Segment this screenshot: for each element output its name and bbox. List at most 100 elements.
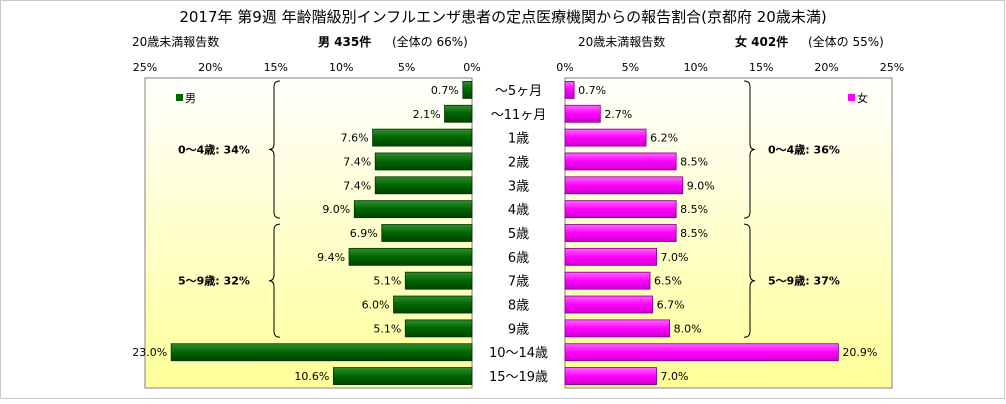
male-tick-label: 10% bbox=[329, 61, 353, 74]
female-value-label: 6.7% bbox=[657, 299, 685, 312]
female-bar bbox=[564, 271, 651, 290]
age-category-label: ～11ヶ月 bbox=[491, 108, 547, 123]
female-tick-label: 10% bbox=[684, 61, 708, 74]
female-x-ticks: 0% 5% 10% 15% 20% 25% bbox=[556, 61, 904, 74]
female-bar bbox=[564, 247, 657, 266]
male-tick-label: 25% bbox=[133, 61, 157, 74]
male-bar bbox=[374, 176, 473, 195]
age-category-label: 5歳 bbox=[508, 227, 529, 242]
female-group-bracket bbox=[743, 223, 756, 338]
male-x-ticks: 25% 20% 15% 10% 5% 0% bbox=[133, 61, 481, 74]
female-group-bracket bbox=[743, 80, 756, 219]
male-value-label: 7.6% bbox=[341, 132, 369, 145]
female-value-label: 6.2% bbox=[650, 132, 678, 145]
female-group-brackets: 0～4歳: 36% 5～9歳: 37% bbox=[743, 80, 840, 338]
male-value-label: 7.4% bbox=[343, 155, 371, 168]
male-bar bbox=[372, 128, 473, 147]
age-category-label: 4歳 bbox=[508, 203, 529, 218]
female-value-label: 9.0% bbox=[687, 179, 715, 192]
age-category-label: ～5ヶ月 bbox=[495, 84, 542, 99]
male-subtitle-share: (全体の 66%) bbox=[392, 34, 468, 49]
male-bar bbox=[381, 224, 473, 242]
female-bar bbox=[564, 176, 684, 195]
male-bar bbox=[404, 271, 473, 290]
age-category-label: 6歳 bbox=[508, 251, 529, 266]
male-tick-label: 0% bbox=[463, 61, 480, 74]
female-bar bbox=[564, 104, 601, 123]
male-tick-label: 15% bbox=[264, 61, 288, 74]
age-category-label: 1歳 bbox=[508, 132, 529, 147]
female-tick-label: 0% bbox=[556, 61, 573, 74]
male-bar bbox=[444, 104, 473, 123]
chart-title: 2017年 第9週 年齢階級別インフルエンザ患者の定点医療機関からの報告割合(京… bbox=[179, 8, 826, 26]
male-bars: 0.7% 2.1% 7.6% 7.4% 7.4% 9.0%6.9% 9.4% 5.1% 6.0%… bbox=[132, 81, 473, 385]
age-category-labels: ～5ヶ月 ～11ヶ月 1歳 2歳 3歳 4歳 5歳 6歳 7歳 8歳 9歳 10～14歳 15～19歳 bbox=[489, 84, 548, 385]
female-value-label: 6.5% bbox=[654, 275, 682, 288]
age-category-label: 15～19歳 bbox=[489, 370, 548, 385]
female-group-label: 0～4歳: 36% bbox=[768, 143, 840, 157]
male-value-label: 7.4% bbox=[343, 179, 371, 192]
male-group-brackets: 0～4歳: 34% 5～9歳: 32% bbox=[178, 80, 281, 338]
female-value-label: 8.5% bbox=[680, 227, 708, 240]
female-bar bbox=[564, 128, 647, 147]
male-value-label: 9.0% bbox=[322, 203, 350, 216]
female-subtitle-left: 20歳未満報告数 bbox=[578, 34, 665, 49]
female-tick-label: 5% bbox=[622, 61, 639, 74]
female-legend-label: 女 bbox=[857, 91, 868, 105]
male-bar bbox=[462, 81, 473, 99]
female-bar bbox=[564, 295, 654, 314]
male-bar bbox=[374, 152, 473, 171]
age-category-label: 3歳 bbox=[508, 179, 529, 194]
female-bar bbox=[564, 319, 671, 338]
female-group-label: 5～9歳: 37% bbox=[768, 274, 840, 288]
age-category-label: 2歳 bbox=[508, 155, 529, 170]
male-value-label: 10.6% bbox=[294, 370, 329, 383]
female-bar bbox=[564, 152, 677, 171]
female-tick-label: 20% bbox=[814, 61, 838, 74]
female-bar bbox=[564, 224, 677, 242]
age-category-label: 8歳 bbox=[508, 299, 529, 314]
female-value-label: 0.7% bbox=[578, 84, 606, 97]
male-bar bbox=[404, 319, 473, 338]
male-group-bracket bbox=[268, 80, 281, 219]
male-value-label: 9.4% bbox=[317, 251, 345, 264]
male-value-label: 5.1% bbox=[373, 275, 401, 288]
male-value-label: 0.7% bbox=[431, 84, 459, 97]
female-bar bbox=[564, 81, 575, 99]
male-subtitle-count: 男 435件 bbox=[318, 34, 371, 49]
male-group-label: 5～9歳: 32% bbox=[178, 274, 250, 288]
male-legend-swatch bbox=[176, 94, 183, 101]
female-subtitle-share: (全体の 55%) bbox=[808, 34, 884, 49]
female-tick-label: 15% bbox=[749, 61, 773, 74]
male-bar bbox=[348, 247, 473, 266]
female-bar bbox=[564, 343, 839, 362]
male-bar bbox=[332, 367, 473, 385]
female-legend-swatch bbox=[848, 94, 855, 101]
age-category-label: 9歳 bbox=[508, 322, 529, 337]
male-bar bbox=[353, 200, 473, 219]
male-value-label: 6.9% bbox=[350, 227, 378, 240]
female-value-label: 2.7% bbox=[604, 108, 632, 121]
male-bar bbox=[393, 295, 473, 314]
male-legend-label: 男 bbox=[185, 92, 196, 105]
male-bar bbox=[170, 343, 473, 362]
female-value-label: 8.0% bbox=[674, 322, 702, 335]
female-value-label: 8.5% bbox=[680, 203, 708, 216]
female-bar bbox=[564, 200, 677, 219]
female-value-label: 7.0% bbox=[661, 251, 689, 264]
male-subtitle-left: 20歳未満報告数 bbox=[132, 34, 219, 49]
female-value-label: 20.9% bbox=[842, 346, 877, 359]
female-bar bbox=[564, 367, 657, 385]
female-tick-label: 25% bbox=[880, 61, 904, 74]
male-value-label: 2.1% bbox=[413, 108, 441, 121]
male-value-label: 6.0% bbox=[362, 299, 390, 312]
male-tick-label: 20% bbox=[198, 61, 222, 74]
male-group-bracket bbox=[268, 223, 281, 338]
male-group-label: 0～4歳: 34% bbox=[178, 143, 250, 157]
male-tick-label: 5% bbox=[398, 61, 415, 74]
male-value-label: 5.1% bbox=[373, 322, 401, 335]
age-category-label: 10～14歳 bbox=[489, 346, 548, 361]
